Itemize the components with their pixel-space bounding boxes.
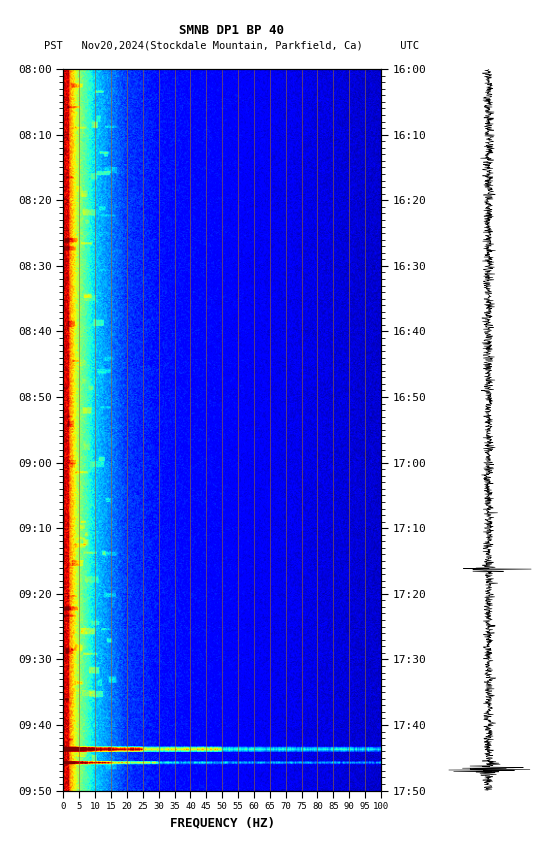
Text: SMNB DP1 BP 40: SMNB DP1 BP 40 bbox=[179, 23, 284, 37]
Text: PST   Nov20,2024(Stockdale Mountain, Parkfield, Ca)      UTC: PST Nov20,2024(Stockdale Mountain, Parkf… bbox=[44, 41, 420, 51]
X-axis label: FREQUENCY (HZ): FREQUENCY (HZ) bbox=[169, 817, 275, 830]
